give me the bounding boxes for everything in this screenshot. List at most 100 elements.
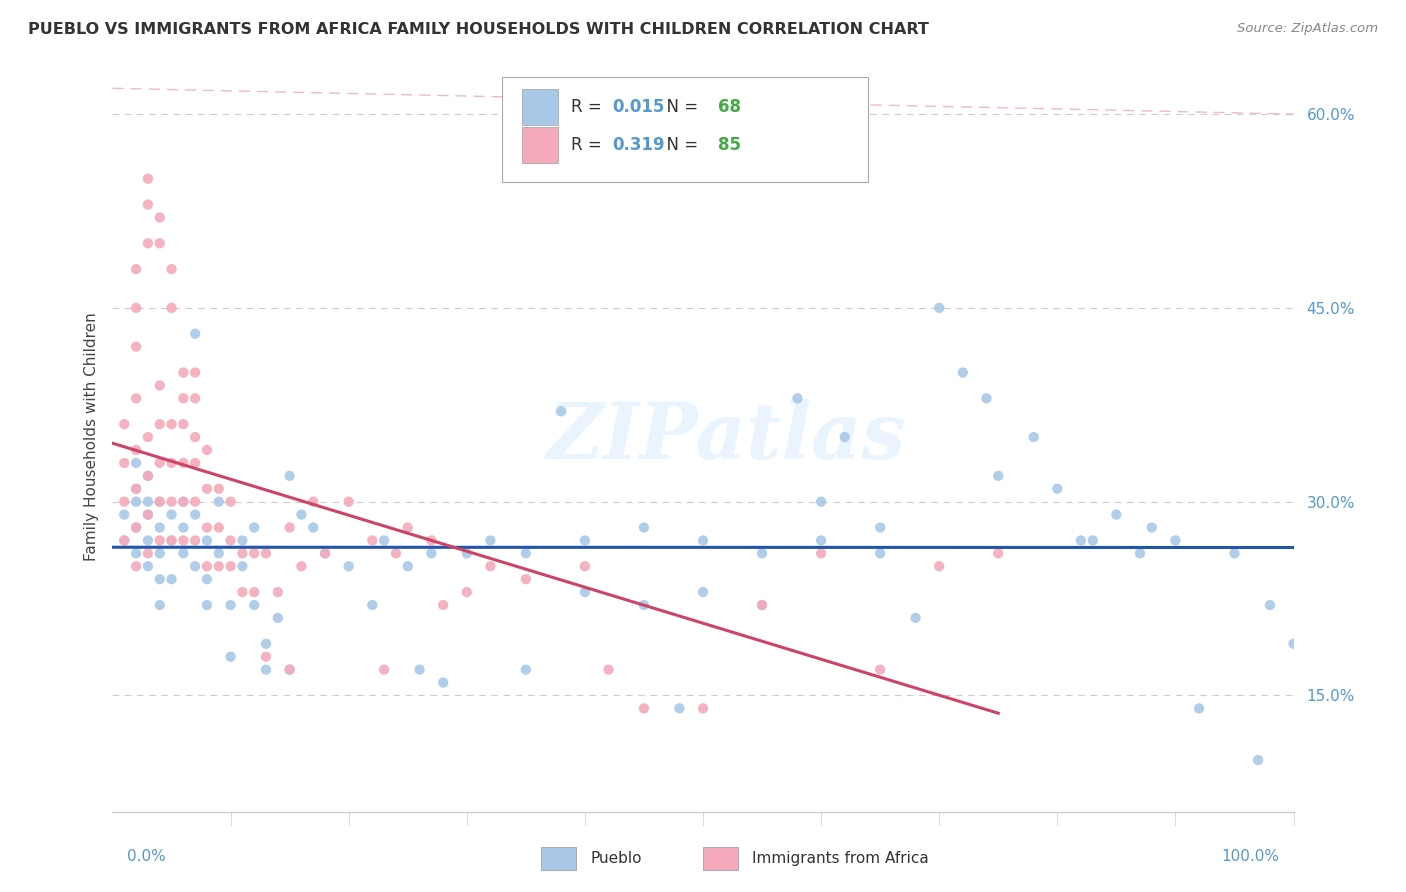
Point xyxy=(1258,598,1281,612)
Point xyxy=(928,559,950,574)
Point xyxy=(952,366,974,380)
Point xyxy=(278,468,301,483)
Point xyxy=(195,520,218,534)
Point xyxy=(373,533,395,548)
Point xyxy=(136,533,159,548)
Point xyxy=(751,546,773,560)
Point xyxy=(692,585,714,599)
Point xyxy=(1070,533,1092,548)
Point xyxy=(786,392,808,406)
Point xyxy=(219,598,242,612)
Point xyxy=(136,468,159,483)
Point xyxy=(373,663,395,677)
Point xyxy=(290,559,312,574)
Point xyxy=(208,482,231,496)
Point xyxy=(208,546,231,560)
Text: Source: ZipAtlas.com: Source: ZipAtlas.com xyxy=(1237,22,1378,36)
Text: 0.319: 0.319 xyxy=(612,136,665,153)
Point xyxy=(184,559,207,574)
Point xyxy=(172,546,194,560)
Point xyxy=(195,442,218,457)
Point xyxy=(184,533,207,548)
Point xyxy=(243,585,266,599)
Point xyxy=(136,494,159,508)
Point xyxy=(987,468,1010,483)
Point xyxy=(432,675,454,690)
Text: 0.0%: 0.0% xyxy=(127,849,166,863)
Point xyxy=(278,663,301,677)
Point xyxy=(184,366,207,380)
FancyBboxPatch shape xyxy=(522,127,558,163)
Point xyxy=(172,494,194,508)
Point xyxy=(751,598,773,612)
Point xyxy=(149,533,172,548)
Point xyxy=(361,598,384,612)
Point xyxy=(1022,430,1045,444)
Point xyxy=(136,508,159,522)
Point xyxy=(810,494,832,508)
Point xyxy=(633,598,655,612)
Point xyxy=(136,559,159,574)
Text: 68: 68 xyxy=(718,98,741,116)
Point xyxy=(160,456,183,470)
Point xyxy=(668,701,690,715)
Point xyxy=(149,546,172,560)
Point xyxy=(219,649,242,664)
Point xyxy=(337,559,360,574)
Point xyxy=(692,533,714,548)
Point xyxy=(149,520,172,534)
Point xyxy=(869,546,891,560)
Point xyxy=(243,546,266,560)
Point xyxy=(396,520,419,534)
Point xyxy=(125,546,148,560)
Point xyxy=(160,572,183,586)
Point xyxy=(184,326,207,341)
Point xyxy=(420,533,443,548)
Point xyxy=(231,533,253,548)
Point xyxy=(208,494,231,508)
Point xyxy=(515,546,537,560)
Point xyxy=(928,301,950,315)
Text: Immigrants from Africa: Immigrants from Africa xyxy=(752,852,929,866)
Point xyxy=(149,572,172,586)
Point xyxy=(208,559,231,574)
Text: N =: N = xyxy=(655,136,703,153)
Point xyxy=(208,520,231,534)
Point xyxy=(302,520,325,534)
Point xyxy=(598,663,620,677)
Point xyxy=(125,482,148,496)
Point xyxy=(172,366,194,380)
Point xyxy=(125,520,148,534)
FancyBboxPatch shape xyxy=(522,89,558,126)
Point xyxy=(302,494,325,508)
Point xyxy=(195,572,218,586)
Text: R =: R = xyxy=(571,136,607,153)
Point xyxy=(314,546,336,560)
Point xyxy=(125,442,148,457)
FancyBboxPatch shape xyxy=(502,78,869,182)
Point xyxy=(112,533,135,548)
Point xyxy=(1247,753,1270,767)
Point xyxy=(149,456,172,470)
Point xyxy=(160,494,183,508)
Point xyxy=(149,211,172,225)
Point xyxy=(231,559,253,574)
Point xyxy=(125,559,148,574)
Point xyxy=(243,520,266,534)
Point xyxy=(1081,533,1104,548)
Point xyxy=(172,520,194,534)
Point xyxy=(172,392,194,406)
Point xyxy=(314,546,336,560)
Point xyxy=(172,417,194,432)
Point xyxy=(172,456,194,470)
Point xyxy=(160,533,183,548)
Point xyxy=(385,546,408,560)
Point xyxy=(195,559,218,574)
Point xyxy=(337,494,360,508)
Point xyxy=(184,508,207,522)
Point xyxy=(361,533,384,548)
Point xyxy=(243,598,266,612)
Point xyxy=(125,494,148,508)
Point xyxy=(125,482,148,496)
Point xyxy=(515,663,537,677)
